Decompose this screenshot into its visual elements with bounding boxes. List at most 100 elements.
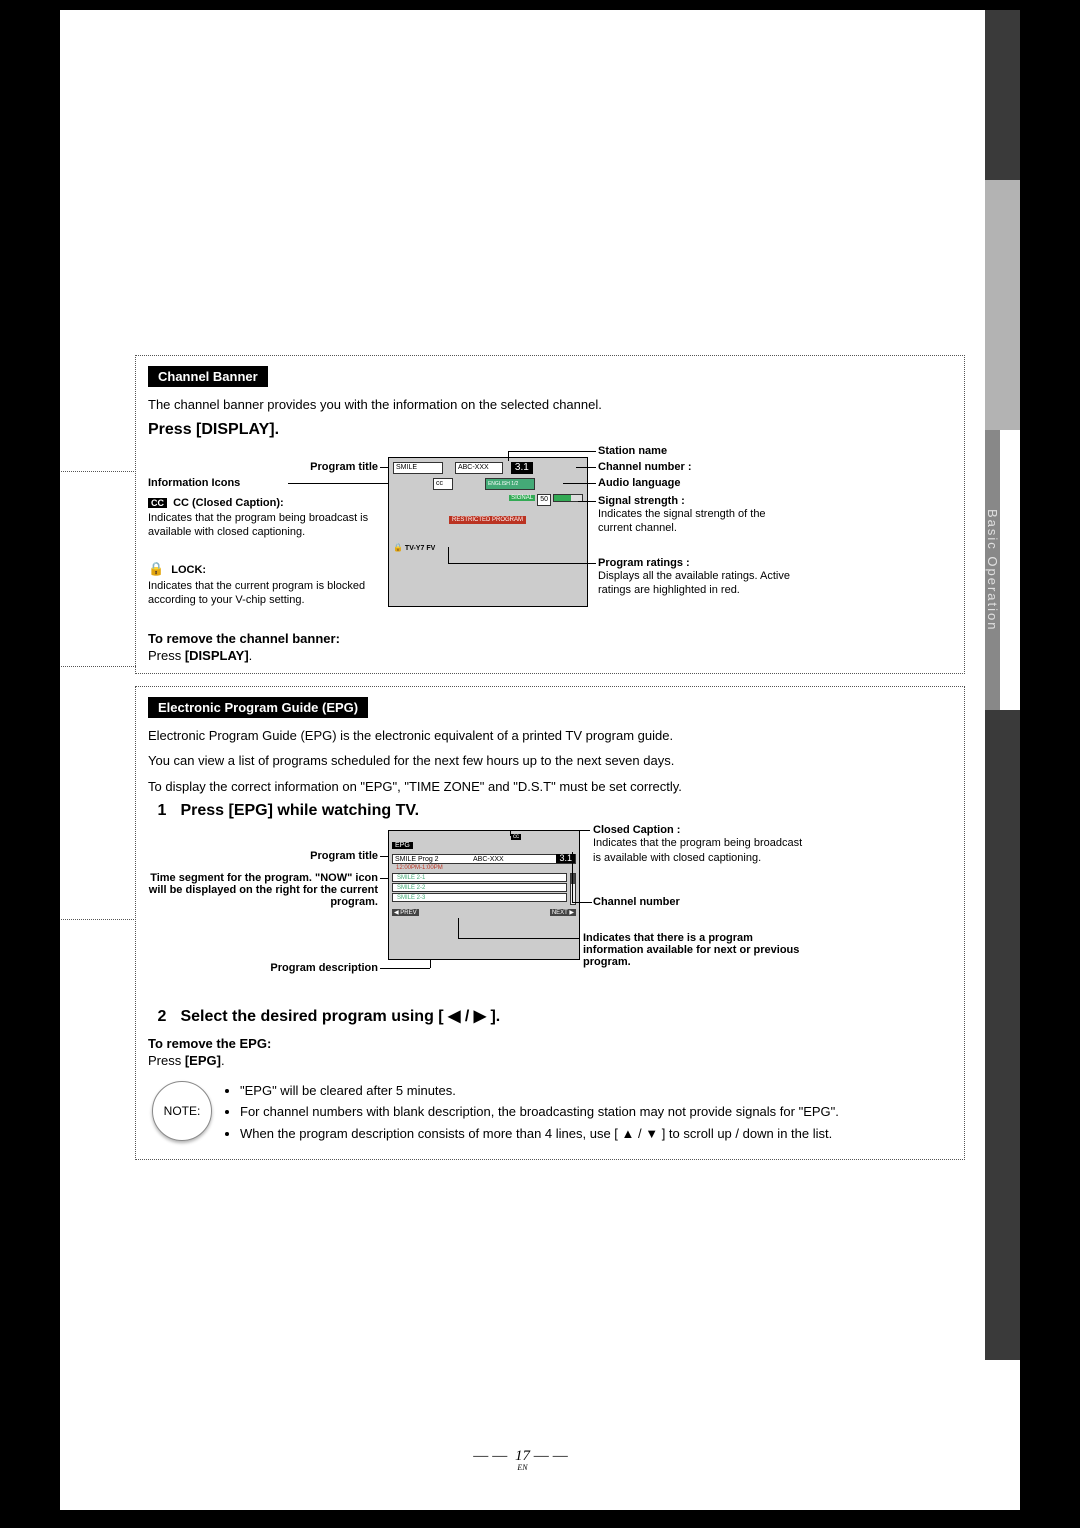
next-button: NEXT ▶ [550, 909, 576, 916]
epg-intro-1: Electronic Program Guide (EPG) is the el… [148, 726, 952, 746]
step-number: 2 [148, 1008, 176, 1026]
intro-text: The channel banner provides you with the… [148, 395, 952, 415]
next-prev-label: Indicates that there is a program inform… [583, 932, 813, 968]
connector-line [458, 918, 459, 938]
program-description-label: Program description [270, 962, 378, 974]
list-item: When the program description consists of… [240, 1124, 839, 1144]
connector-line [572, 902, 592, 903]
tv-station-name: ABC-XXX [455, 462, 503, 474]
lock-description: Indicates that the current program is bl… [148, 579, 378, 609]
lock-title: LOCK: [171, 564, 206, 576]
list-item: SMILE 2-2 [392, 883, 567, 892]
connector-line [508, 451, 596, 452]
connector-line [458, 938, 580, 939]
dotted-leader [61, 919, 136, 920]
list-item: SMILE 2-1 [392, 873, 567, 882]
tv-screen: SMILE ABC-XXX 3.1 cc ENGLISH 1/2 SIGNAL … [388, 457, 588, 607]
epg-intro-2: You can view a list of programs schedule… [148, 751, 952, 771]
connector-line [448, 547, 449, 563]
page: Basic Operation Channel Banner The chann… [60, 10, 1020, 1510]
remove-epg-title: To remove the EPG: [148, 1036, 952, 1051]
sidebar-block [985, 710, 1020, 1360]
lock-icon: 🔒 [148, 561, 164, 577]
cc-indicator: cc [433, 478, 453, 490]
cc-title: Closed Caption : [593, 824, 803, 836]
program-ratings-label: Program ratings : [598, 557, 798, 569]
signal-strength-label: Signal strength : [598, 495, 798, 507]
prev-button: ◀ PREV [392, 909, 419, 916]
time-segment-label: Time segment for the program. "NOW" icon… [148, 872, 378, 908]
note-list: "EPG" will be cleared after 5 minutes. F… [222, 1081, 839, 1146]
channel-banner-section: Channel Banner The channel banner provid… [135, 355, 965, 674]
restricted-badge: RESTRICTED PROGRAM [449, 516, 526, 524]
list-item: For channel numbers with blank descripti… [240, 1102, 839, 1122]
sidebar-section-label: Basic Operation [985, 430, 1000, 710]
epg-title: SMILE Prog 2 [395, 856, 439, 863]
cc-description: Indicates that the program being broadca… [148, 511, 378, 541]
connector-line [572, 852, 573, 902]
station-name-label: Station name [598, 445, 667, 457]
page-footer: —— 17 —— EN [60, 1448, 985, 1472]
tv-program-title: SMILE [393, 462, 443, 474]
list-item: SMILE 2-3 [392, 893, 567, 902]
dotted-leader [61, 666, 136, 667]
step-text: Select the desired program using [ ◀ / ▶… [180, 1008, 500, 1025]
tv-signal-value: 50 [537, 494, 551, 506]
connector-line [510, 830, 590, 831]
connector-line [380, 968, 430, 969]
signal-strength-desc: Indicates the signal strength of the cur… [598, 507, 798, 537]
tv-rating: TV-Y7 FV [405, 545, 435, 552]
remove-banner-title: To remove the channel banner: [148, 631, 340, 646]
tv-rating-row: 🔒 TV-Y7 FV [393, 543, 435, 552]
sidebar-block [985, 180, 1020, 430]
lock-mini-icon: 🔒 [393, 543, 403, 552]
channel-banner-diagram: Program title Information Icons CC CC (C… [148, 449, 952, 659]
epg-section: Electronic Program Guide (EPG) Electroni… [135, 686, 965, 1161]
display-key: [DISPLAY] [185, 648, 249, 663]
tv-signal-label: SIGNAL [509, 495, 535, 501]
program-title-label: Program title [310, 850, 378, 862]
page-lang: EN [60, 1463, 985, 1472]
cc-description: Indicates that the program being broadca… [593, 836, 803, 866]
sidebar-block [985, 10, 1020, 180]
epg-badge: EPG [392, 842, 413, 849]
note-badge: NOTE: [152, 1081, 212, 1141]
section-heading: Channel Banner [148, 366, 268, 387]
list-item: "EPG" will be cleared after 5 minutes. [240, 1081, 839, 1101]
sidebar: Basic Operation [985, 10, 1020, 1360]
audio-language-label: Audio language [598, 477, 681, 489]
remove-epg-action: Press [EPG]. [148, 1051, 952, 1071]
connector-line [508, 451, 509, 461]
step-heading: Press [DISPLAY]. [148, 421, 952, 439]
tv-channel-number: 3.1 [511, 462, 533, 474]
channel-number-label: Channel number [593, 896, 680, 908]
page-number: 17 [515, 1448, 530, 1464]
cc-icon: CC [148, 498, 167, 508]
epg-intro-3: To display the correct information on "E… [148, 777, 952, 797]
tv-audio-lang: ENGLISH 1/2 [485, 478, 535, 490]
connector-line [510, 830, 511, 836]
step-heading: 1 Press [EPG] while watching TV. [148, 802, 952, 820]
epg-station: ABC-XXX [473, 855, 504, 864]
cc-title: CC (Closed Caption): [173, 497, 284, 509]
step-number: 1 [148, 802, 176, 820]
connector-line [563, 483, 596, 484]
cc-indicator: cc [511, 834, 521, 840]
epg-time: 12:00PM-1:00PM [392, 865, 576, 871]
epg-diagram: Program title Time segment for the progr… [148, 830, 952, 1000]
connector-line [578, 501, 596, 502]
channel-number-label: Channel number : [598, 461, 692, 473]
step-text: Press [EPG] while watching TV. [180, 802, 419, 819]
dotted-leader [61, 471, 136, 472]
info-icons-label: Information Icons [148, 477, 240, 489]
step-heading: 2 Select the desired program using [ ◀ /… [148, 1006, 952, 1026]
section-heading: Electronic Program Guide (EPG) [148, 697, 368, 718]
tv-screen: EPG cc SMILE Prog 2 ABC-XXX 3.1 12:00PM-… [388, 830, 580, 960]
connector-line [576, 467, 596, 468]
connector-line [448, 563, 596, 564]
epg-list: SMILE 2-1 SMILE 2-2 SMILE 2-3 [392, 873, 567, 903]
program-title-label: Program title [310, 461, 378, 473]
note-block: NOTE: "EPG" will be cleared after 5 minu… [148, 1081, 952, 1146]
scrollbar [570, 873, 576, 905]
program-ratings-desc: Displays all the available ratings. Acti… [598, 569, 798, 599]
